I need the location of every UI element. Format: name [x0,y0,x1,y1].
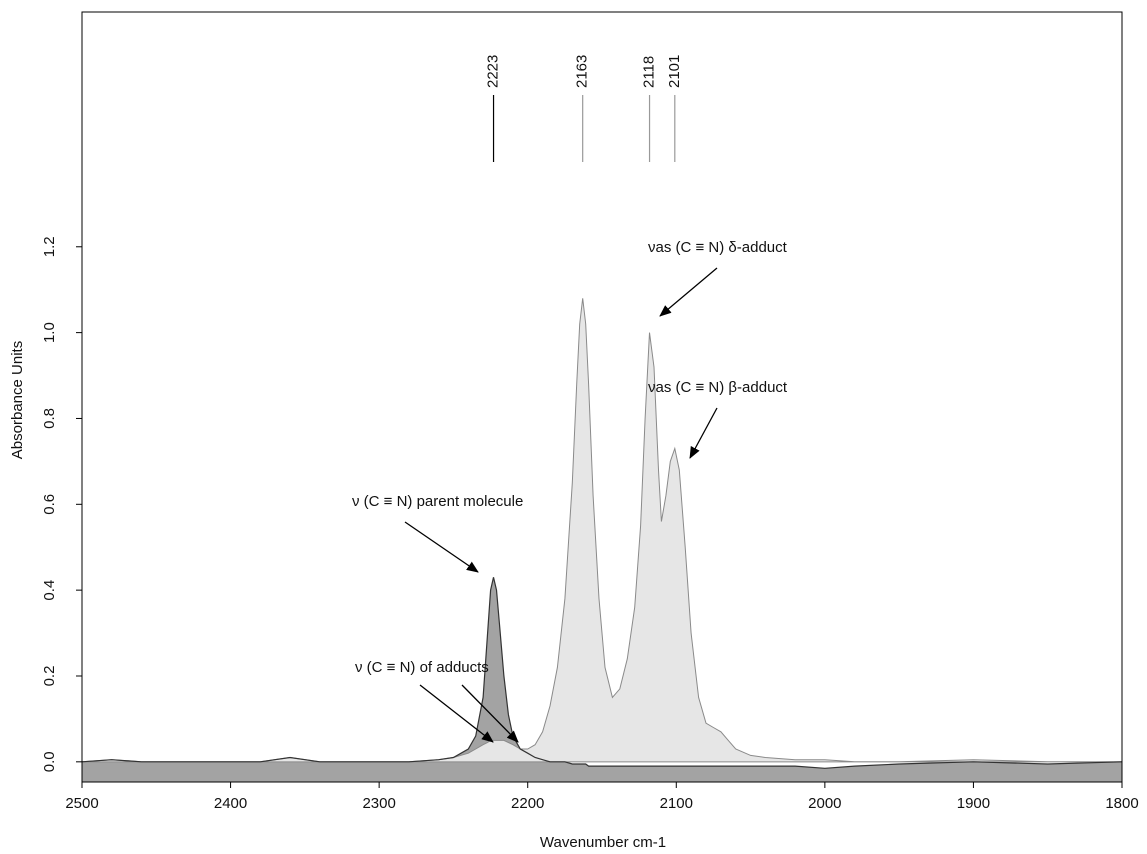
x-tick-label: 1800 [1105,795,1138,812]
annotation: νas (C ≡ N) δ-adduct [648,239,788,256]
x-tick-label: 2100 [660,795,693,812]
y-tick-label: 0.6 [41,494,58,515]
annotation-arrow [689,407,718,459]
plot-area [81,298,1123,782]
x-tick-label: 2200 [511,795,544,812]
y-axis-title: Absorbance Units [9,341,26,459]
peak-label: 2223 [485,55,502,88]
x-tick-label: 2300 [362,795,395,812]
plot-frame [81,11,1123,783]
annotation-arrow [419,684,494,743]
y-tick-label: 0.4 [41,580,58,601]
annotation-arrow [659,267,718,317]
x-tick-label: 2000 [808,795,841,812]
annotation: ν (C ≡ N) parent molecule [352,493,523,510]
x-axis-title: Wavenumber cm-1 [540,834,666,851]
annotation-arrow [404,521,479,573]
spectrum-line [81,577,1123,769]
peak-label: 2118 [641,56,658,88]
y-tick-label: 1.0 [41,322,58,343]
annotation-arrow [461,684,519,743]
peak-label: 2163 [574,55,591,88]
annotation: νas (C ≡ N) β-adduct [648,379,788,396]
annotation: ν (C ≡ N) of adducts [355,659,489,676]
y-tick-label: 0.2 [41,666,58,687]
peak-label: 2101 [666,55,683,88]
x-tick-label: 1900 [957,795,990,812]
x-tick-label: 2400 [214,795,247,812]
y-tick-label: 0.8 [41,408,58,429]
y-tick-label: 0.0 [41,751,58,772]
x-tick-label: 2500 [65,795,98,812]
y-tick-label: 1.2 [41,236,58,257]
